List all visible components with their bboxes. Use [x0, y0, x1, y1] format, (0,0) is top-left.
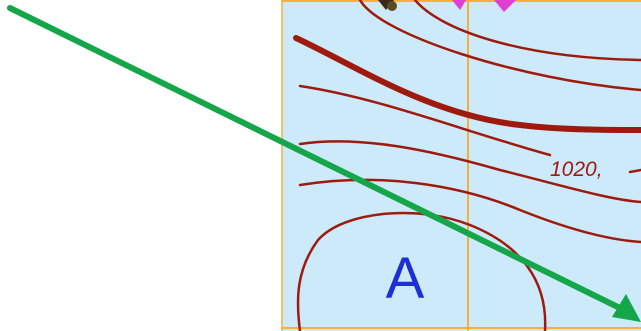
arrow-icon	[7, 5, 641, 322]
isobar-line	[413, 0, 641, 62]
isobar-line	[298, 140, 641, 204]
isobar-line	[298, 84, 552, 157]
isobars	[293, 0, 641, 331]
isobar-line-thick	[293, 35, 641, 133]
isobar-line	[358, 0, 641, 92]
isobar-closed-high	[296, 211, 547, 331]
isobar-pressure-label: 1020,	[550, 158, 603, 181]
anticyclone-letter: A	[386, 246, 425, 311]
isobar-line	[628, 168, 641, 174]
front-marker-icon	[378, 0, 516, 12]
